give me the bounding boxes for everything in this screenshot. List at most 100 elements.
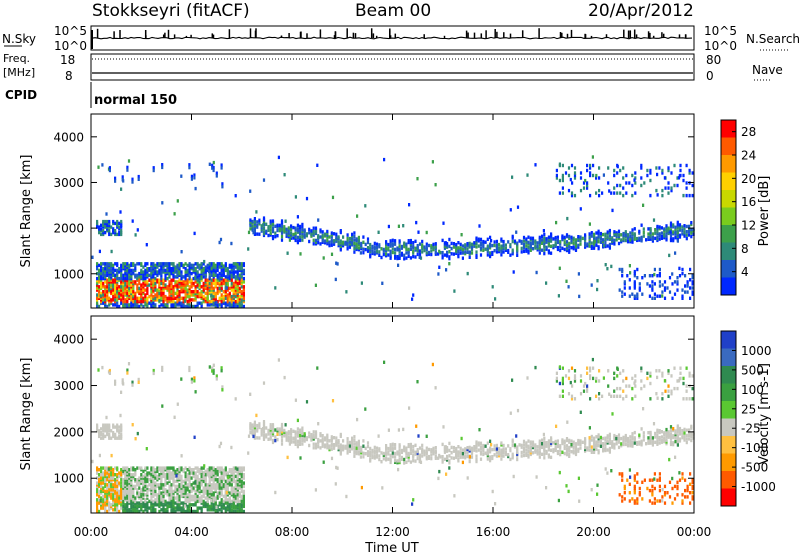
power-cell: [380, 255, 383, 260]
power-cell: [192, 268, 195, 273]
power-cell: [690, 234, 693, 239]
power-cell: [146, 296, 149, 300]
velocity-cell: [660, 435, 663, 439]
power-cell: [592, 163, 595, 168]
velocity-cell: [164, 466, 167, 470]
power-cell: [683, 227, 686, 231]
power-cell: [541, 248, 544, 252]
power-cell: [96, 262, 99, 266]
velocity-cell: [620, 436, 623, 441]
power-cell: [274, 224, 277, 228]
power-cell: [563, 240, 566, 245]
power-cell: [172, 285, 175, 289]
power-cell: [668, 253, 671, 258]
velocity-cell: [114, 466, 117, 470]
power-cell: [108, 296, 111, 300]
velocity-cell: [369, 459, 372, 463]
power-cell: [670, 171, 673, 175]
velocity-cell: [590, 448, 593, 453]
power-cell: [691, 282, 694, 286]
velocity-cell: [477, 448, 480, 452]
velocity-cell: [206, 496, 209, 500]
power-cell: [593, 232, 596, 237]
power-cell: [601, 191, 604, 195]
velocity-cell: [184, 488, 187, 492]
power-cell: [336, 262, 339, 266]
velocity-cell: [688, 428, 691, 432]
power-cell: [116, 262, 119, 266]
velocity-cell: [387, 457, 390, 461]
velocity-cell: [579, 446, 582, 450]
velocity-cell: [178, 503, 181, 507]
power-cell: [457, 248, 460, 252]
power-cell: [314, 238, 318, 243]
velocity-cell: [230, 508, 233, 512]
power-cell: [194, 267, 197, 271]
velocity-cell: [178, 466, 181, 470]
power-cell: [220, 281, 223, 286]
power-cell: [525, 244, 528, 248]
power-cell: [236, 265, 239, 269]
power-cell: [106, 278, 109, 282]
colorbar-segment: [721, 155, 736, 173]
power-cell: [196, 303, 199, 307]
velocity-cell: [339, 448, 342, 453]
power-cell: [685, 193, 688, 198]
power-cell: [124, 262, 127, 266]
velocity-cell: [394, 446, 397, 450]
velocity-cell: [274, 435, 277, 439]
power-cell: [565, 233, 569, 237]
power-cell: [606, 244, 609, 248]
power-cell: [335, 236, 338, 240]
power-cell: [425, 242, 428, 246]
power-cell: [210, 294, 213, 298]
power-cell: [457, 246, 460, 250]
power-cell: [98, 304, 101, 309]
velocity-cell: [457, 457, 460, 461]
power-cell: [208, 281, 211, 286]
power-cell: [337, 235, 340, 239]
power-cell: [106, 291, 109, 296]
power-cell: [561, 178, 564, 183]
power-cell: [588, 241, 591, 245]
power-cell: [136, 304, 139, 309]
velocity-cell: [541, 438, 544, 442]
velocity-cell: [271, 423, 275, 427]
power-cell: [146, 267, 149, 271]
power-cell: [294, 231, 297, 236]
velocity-cell: [394, 455, 397, 459]
velocity-cell: [188, 479, 191, 484]
power-cell: [98, 290, 101, 294]
power-cell: [527, 240, 530, 245]
power-cell: [152, 294, 155, 299]
velocity-cell: [299, 433, 302, 438]
power-cell: [629, 236, 632, 240]
velocity-cell: [142, 509, 145, 514]
velocity-cell: [421, 449, 424, 453]
power-cell: [638, 236, 641, 240]
power-cell: [240, 262, 243, 266]
power-cell: [114, 280, 117, 284]
velocity-cell: [333, 443, 336, 447]
power-cell: [613, 168, 616, 173]
velocity-cell: [665, 438, 668, 442]
power-cell: [224, 296, 227, 300]
power-cell: [550, 232, 553, 236]
velocity-cell: [122, 466, 125, 470]
power-cell: [346, 243, 349, 248]
velocity-cell: [663, 438, 666, 442]
power-cell: [624, 238, 627, 243]
velocity-cell: [146, 471, 149, 475]
power-cell: [608, 230, 611, 235]
velocity-cell: [366, 450, 370, 454]
power-cell: [651, 280, 654, 284]
velocity-cell: [527, 449, 530, 454]
power-cell: [450, 241, 453, 246]
power-cell: [132, 291, 135, 296]
power-cell: [176, 280, 179, 284]
power-cell: [455, 249, 458, 254]
velocity-cell: [629, 442, 632, 446]
power-cell: [622, 235, 625, 239]
velocity-cell: [572, 442, 575, 446]
velocity-cell: [665, 431, 668, 435]
